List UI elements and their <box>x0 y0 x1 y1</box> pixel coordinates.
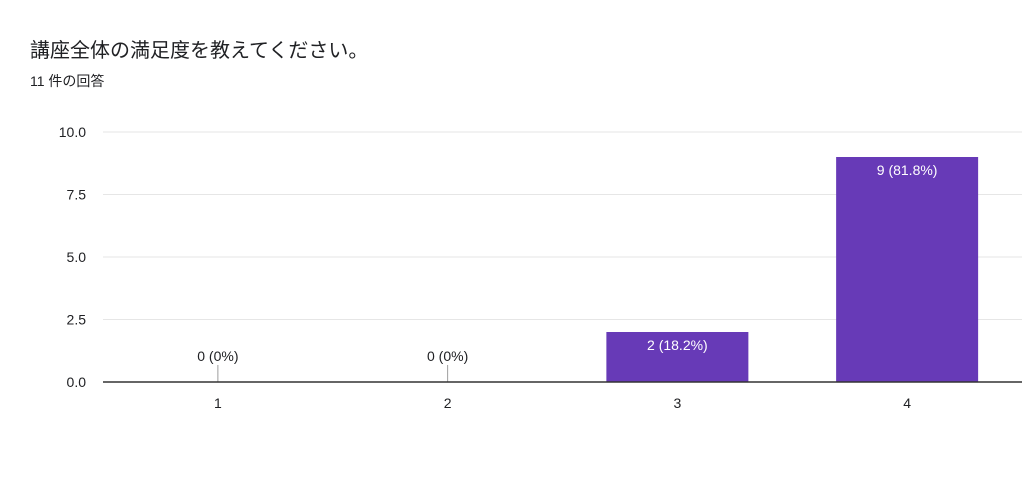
y-axis-ticks: 0.0 2.5 5.0 7.5 10.0 <box>59 124 86 390</box>
data-label: 9 (81.8%) <box>877 162 938 178</box>
x-tick-label: 4 <box>903 395 911 411</box>
data-label: 0 (0%) <box>427 348 468 364</box>
bar[interactable] <box>836 157 979 382</box>
y-tick-label: 0.0 <box>67 374 87 390</box>
y-tick-label: 5.0 <box>67 249 87 265</box>
x-tick-label: 2 <box>444 395 452 411</box>
bar[interactable] <box>606 332 749 382</box>
chart-title: 講座全体の満足度を教えてください。 <box>30 40 369 62</box>
x-axis-ticks: 1 2 3 4 <box>214 395 911 411</box>
data-labels: 0 (0%) 0 (0%) 2 (18.2%) 9 (81.8%) <box>197 162 937 364</box>
bars <box>217 157 979 382</box>
data-label: 2 (18.2%) <box>647 337 708 353</box>
y-tick-label: 7.5 <box>67 187 87 203</box>
data-label: 0 (0%) <box>197 348 238 364</box>
x-tick-label: 3 <box>673 395 681 411</box>
y-tick-label: 10.0 <box>59 124 86 140</box>
x-tick-label: 1 <box>214 395 222 411</box>
response-count: 11 件の回答 <box>30 73 105 89</box>
y-tick-label: 2.5 <box>67 312 87 328</box>
